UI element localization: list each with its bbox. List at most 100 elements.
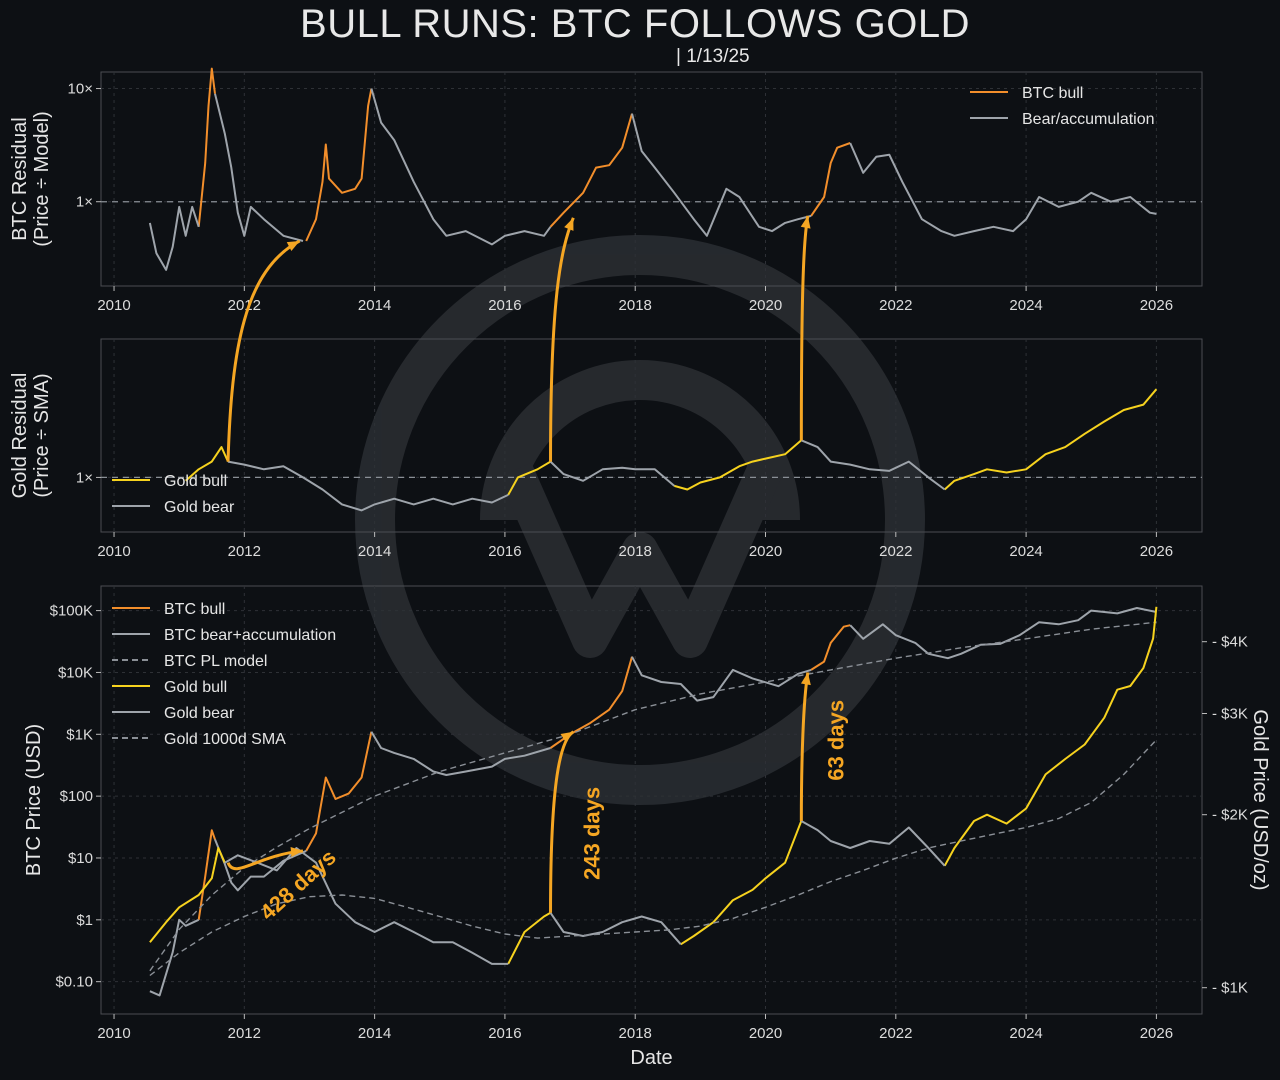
panel3-legend-label: Gold 1000d SMA: [164, 731, 286, 748]
panel1-xtick-label: 2022: [879, 297, 912, 314]
panel3-ytick-right-label: - $4K: [1212, 634, 1248, 651]
panel3-series-gold-1000d-sma-seg0: [149, 739, 1157, 977]
transfer-arrowhead-1-lower: [290, 847, 303, 857]
transfer-arrow-1-lower: [226, 849, 304, 871]
panel3-ytick-label: $10: [68, 850, 93, 867]
panel2-xtick-label: 2010: [97, 543, 130, 560]
panel3-series-gold-bear-seg0: [224, 847, 509, 965]
chart-title: BULL RUNS: BTC FOLLOWS GOLD: [300, 2, 970, 46]
panel1-xtick-label: 2018: [619, 297, 652, 314]
panel2-xtick-label: 2022: [879, 543, 912, 560]
transfer-arrowhead-3-lower: [800, 672, 811, 686]
panel1-legend-label: BTC bull: [1022, 85, 1083, 102]
panel1-series-bear-accumulation-seg2: [370, 88, 552, 246]
panel3-xlabel: Date: [630, 1047, 672, 1069]
transfer-arrowhead-3-upper: [800, 215, 811, 229]
panel1-series-btc-bull-seg0: [197, 67, 216, 227]
panel1-series-btc-bull-seg1: [305, 88, 373, 242]
panel3-series-gold-bull-seg2: [680, 820, 803, 946]
panel3-ytick-label: $1: [76, 912, 93, 929]
panel2-panel: 2010 2012 2014 2016 2018 2020 2022 2024 2026 1× Go…: [9, 338, 1203, 560]
panel1-panel: 2010 2012 2014 2016 2018 2020 2022 2024 2026 10× 1…: [9, 67, 1203, 314]
panel3-xtick-label: 2022: [879, 1025, 912, 1042]
transfer-arrowhead-2-upper: [564, 217, 574, 231]
panel2-legend-label: Gold bull: [164, 473, 227, 490]
panel3-series-btc-bull-seg0: [197, 829, 216, 920]
panel2-xtick-label: 2020: [749, 543, 782, 560]
panel3-ytick-label: $100: [60, 788, 93, 805]
panel3-legend-label: Gold bear: [164, 705, 235, 722]
panel2-ylabel: Gold Residual: [9, 373, 31, 499]
panel2-xtick-label: 2018: [619, 543, 652, 560]
panel1-frame: [100, 71, 1203, 287]
transfer-arrow-2-upper: [549, 217, 575, 462]
arrow-label-3: 63 days: [824, 700, 849, 781]
panel3-ytick-right-label: - $1K: [1212, 980, 1248, 997]
panel2-frame: [100, 338, 1203, 533]
panel3-legend-label: BTC bull: [164, 601, 225, 618]
transfer-arrowhead-2-lower: [560, 731, 574, 743]
panel3-xtick-label: 2016: [488, 1025, 521, 1042]
panel2-xtick-label: 2016: [488, 543, 521, 560]
panel2-xtick-label: 2026: [1140, 543, 1173, 560]
panel1-xtick-label: 2012: [228, 297, 261, 314]
panel1-xtick-label: 2024: [1009, 297, 1042, 314]
panel3-series-gold-bear-seg1: [549, 912, 682, 945]
panel2-series-gold-bull-seg2: [674, 439, 802, 491]
arrow-label-1: 428 days: [255, 844, 341, 925]
panel2-series-gold-bear-seg0: [227, 460, 509, 512]
panel3-ytick-label: $0.10: [55, 974, 93, 991]
panel1-xtick-label: 2014: [358, 297, 391, 314]
panel3-series-btc-bear-accumulation-seg1: [214, 839, 307, 892]
watermark-logo: [355, 235, 925, 805]
panel2-ytick-label: 1×: [76, 469, 93, 486]
panel1-ytick-label: 1×: [76, 194, 93, 211]
chart-subtitle: | 1/13/25: [676, 46, 750, 67]
panel2-legend-label: Gold bear: [164, 499, 235, 516]
panel3-xtick-label: 2026: [1140, 1025, 1173, 1042]
panel1-ylabel: (Price ÷ Model): [31, 111, 53, 246]
panel3-xtick-label: 2020: [749, 1025, 782, 1042]
panel3-ytick-right-label: - $2K: [1212, 807, 1248, 824]
panel1-legend-label: Bear/accumulation: [1022, 111, 1155, 128]
arrow-label-2: 243 days: [579, 787, 604, 880]
panel3-series-btc-bull-seg1: [305, 731, 373, 852]
panel1-ytick-label: 10×: [68, 81, 93, 98]
panel2-xtick-label: 2014: [358, 543, 391, 560]
panel2-series-gold-bull-seg3: [944, 388, 1158, 491]
panel2-series-gold-bear-seg2: [800, 439, 946, 491]
panel2-xtick-label: 2024: [1009, 543, 1042, 560]
panel3-ytick-label: $1K: [66, 726, 93, 743]
panel3-legend-label: Gold bull: [164, 679, 227, 696]
panel3-series-btc-bull-seg3: [810, 624, 851, 671]
panel3-xtick-label: 2012: [228, 1025, 261, 1042]
transfer-arrowhead-1-upper: [286, 240, 300, 251]
panel3-ylabel: BTC Price (USD): [23, 724, 45, 876]
panel1-xtick-label: 2010: [97, 297, 130, 314]
panel1-ylabel: BTC Residual: [9, 117, 31, 240]
panel2-ylabel: (Price ÷ SMA): [31, 373, 53, 497]
panel1-xtick-label: 2016: [488, 297, 521, 314]
panel3-series-gold-bull-seg1: [507, 911, 551, 965]
panel2-series-gold-bull-seg0: [185, 446, 229, 482]
panel3-frame: [100, 585, 1203, 1015]
panel3-ytick-label: $10K: [58, 664, 93, 681]
panel1-series-bear-accumulation-seg4: [849, 142, 1157, 237]
panel3-series-btc-bear-accumulation-seg3: [631, 656, 812, 702]
panel1-series-btc-bull-seg2: [549, 113, 633, 228]
panel1-series-bear-accumulation-seg3: [631, 113, 812, 237]
panel3-xtick-label: 2018: [619, 1025, 652, 1042]
transfer-arrow-1-upper: [226, 239, 301, 462]
panel3-ytick-right-label: - $3K: [1212, 705, 1248, 722]
panel3-series-btc-bear-accumulation-seg2: [370, 731, 551, 776]
panel1-series-bear-accumulation-seg0: [148, 205, 200, 271]
panel3-legend-label: BTC bear+accumulation: [164, 627, 336, 644]
panel3-series-btc-bear-accumulation-seg0: [149, 918, 200, 997]
panel2-xtick-label: 2012: [228, 543, 261, 560]
panel1-xtick-label: 2020: [749, 297, 782, 314]
panel3-ylabel-right: Gold Price (USD/oz): [1249, 709, 1271, 890]
panel3-panel: 2010 2012 2014 2016 2018 2020 2022 2024 2026 $0.1…: [23, 585, 1271, 1069]
panel2-series-gold-bear-seg1: [549, 460, 675, 487]
panel3-xtick-label: 2014: [358, 1025, 391, 1042]
